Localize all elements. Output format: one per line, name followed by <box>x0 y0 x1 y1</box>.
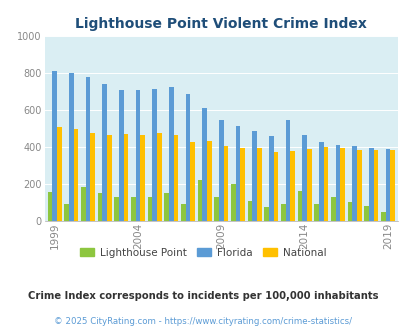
Bar <box>185 94 190 221</box>
Bar <box>301 135 306 221</box>
Bar <box>252 131 256 221</box>
Bar <box>339 148 344 221</box>
Bar <box>380 212 385 221</box>
Bar <box>373 150 377 221</box>
Bar <box>352 146 356 221</box>
Bar <box>280 204 285 221</box>
Bar <box>268 136 273 221</box>
Bar <box>264 207 268 221</box>
Bar <box>290 151 294 221</box>
Bar <box>52 71 57 221</box>
Text: Crime Index corresponds to incidents per 100,000 inhabitants: Crime Index corresponds to incidents per… <box>28 291 377 301</box>
Bar <box>147 197 152 221</box>
Bar <box>135 90 140 221</box>
Bar <box>235 126 240 221</box>
Bar <box>124 134 128 221</box>
Bar <box>73 129 78 221</box>
Bar <box>114 197 119 221</box>
Bar <box>168 87 173 221</box>
Bar <box>256 148 261 221</box>
Bar <box>323 147 327 221</box>
Bar <box>190 142 194 221</box>
Bar <box>119 90 124 221</box>
Bar <box>330 197 335 221</box>
Bar <box>335 145 339 221</box>
Bar <box>102 84 107 221</box>
Bar <box>85 77 90 221</box>
Bar <box>47 192 52 221</box>
Bar <box>69 73 73 221</box>
Bar <box>368 148 373 221</box>
Bar <box>131 197 135 221</box>
Text: © 2025 CityRating.com - https://www.cityrating.com/crime-statistics/: © 2025 CityRating.com - https://www.city… <box>54 317 351 326</box>
Bar <box>247 201 252 221</box>
Bar <box>214 197 218 221</box>
Bar <box>57 127 62 221</box>
Bar <box>347 202 352 221</box>
Bar <box>318 142 323 221</box>
Bar <box>140 135 145 221</box>
Bar <box>230 184 235 221</box>
Bar <box>202 108 207 221</box>
Bar <box>223 146 228 221</box>
Bar <box>306 149 311 221</box>
Bar <box>207 141 211 221</box>
Bar <box>285 120 290 221</box>
Title: Lighthouse Point Violent Crime Index: Lighthouse Point Violent Crime Index <box>75 17 366 31</box>
Bar <box>81 187 85 221</box>
Bar <box>152 89 157 221</box>
Bar <box>164 193 168 221</box>
Bar <box>97 193 102 221</box>
Bar <box>389 150 394 221</box>
Bar <box>90 133 95 221</box>
Bar <box>218 120 223 221</box>
Bar <box>173 135 178 221</box>
Bar <box>273 152 277 221</box>
Bar <box>297 191 301 221</box>
Bar <box>313 204 318 221</box>
Bar <box>181 204 185 221</box>
Bar <box>356 150 361 221</box>
Bar <box>240 148 244 221</box>
Legend: Lighthouse Point, Florida, National: Lighthouse Point, Florida, National <box>75 244 330 262</box>
Bar <box>197 181 202 221</box>
Bar <box>157 133 161 221</box>
Bar <box>385 149 389 221</box>
Bar <box>107 135 111 221</box>
Bar <box>64 204 69 221</box>
Bar <box>363 206 368 221</box>
